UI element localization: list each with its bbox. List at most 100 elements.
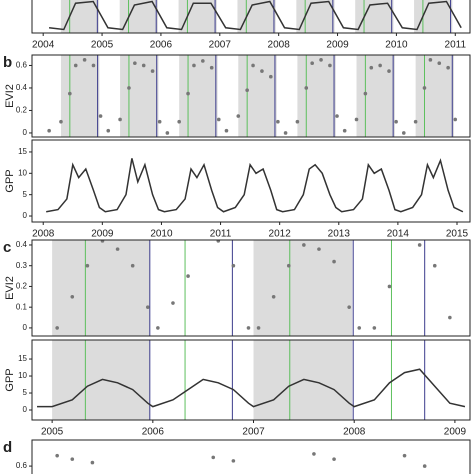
point — [192, 63, 196, 68]
point — [70, 457, 75, 461]
point — [231, 459, 236, 463]
season-shade — [253, 240, 353, 336]
y-tick-label: 5 — [23, 388, 28, 397]
point — [98, 114, 103, 118]
point — [387, 69, 391, 73]
point — [59, 119, 63, 124]
season-shade — [60, 55, 100, 137]
axes-frame — [31, 0, 471, 34]
point — [133, 61, 137, 66]
point — [342, 128, 347, 133]
point — [171, 301, 175, 305]
plot-area — [46, 158, 464, 213]
point — [422, 464, 427, 468]
season-shade — [355, 0, 394, 33]
y-tick-label: 0.3 — [16, 261, 28, 270]
point — [317, 247, 321, 251]
x-tick-label: 2010 — [385, 40, 408, 51]
point — [302, 243, 306, 247]
y-tick-label: 15 — [18, 147, 27, 156]
point — [269, 74, 273, 79]
point — [47, 128, 51, 133]
smoothed-line — [48, 0, 462, 31]
panel-label: b — [3, 54, 12, 71]
point — [216, 240, 221, 243]
point — [150, 69, 155, 73]
point — [304, 86, 309, 90]
season-shade — [120, 55, 159, 137]
y-tick-label: 0.6 — [16, 461, 28, 470]
point — [394, 119, 398, 124]
point — [387, 284, 392, 289]
point — [118, 117, 122, 122]
x-tick-label: 2007 — [209, 40, 232, 51]
season-shade — [356, 55, 395, 137]
y-axis-label: GPP — [4, 368, 16, 391]
point — [328, 63, 332, 68]
point — [201, 235, 205, 239]
point — [186, 274, 190, 278]
point — [428, 58, 433, 62]
point — [295, 119, 300, 124]
y-tick-label: 0.1 — [16, 302, 28, 311]
season-shade — [119, 0, 158, 33]
point — [91, 63, 96, 68]
point — [378, 63, 382, 68]
point — [70, 295, 75, 299]
y-tick-label: 0 — [23, 211, 28, 220]
point — [165, 131, 170, 135]
point — [224, 128, 229, 133]
y-axis-label: GPP — [4, 169, 16, 192]
point — [177, 119, 181, 124]
point — [156, 326, 160, 330]
y-tick-label: 0.2 — [16, 282, 28, 291]
x-tick-label: 2005 — [91, 40, 114, 51]
y-tick-label: 0.2 — [16, 106, 28, 115]
point — [231, 263, 236, 268]
point — [157, 119, 162, 124]
plot-area — [48, 0, 462, 33]
panel-label: c — [3, 239, 11, 256]
x-tick-label: 2009 — [91, 229, 114, 240]
point — [55, 326, 59, 330]
y-tick-label: 0 — [23, 405, 28, 414]
point — [73, 63, 78, 68]
point — [90, 460, 95, 465]
point — [413, 119, 418, 124]
panel-label: d — [3, 439, 12, 456]
point — [271, 295, 276, 299]
point — [260, 69, 264, 73]
season-shade — [178, 0, 217, 33]
plot-area — [37, 340, 466, 420]
axes-frame — [31, 239, 471, 337]
y-tick-label: 10 — [18, 168, 27, 177]
x-tick-label: 2004 — [32, 40, 55, 51]
point — [332, 457, 336, 461]
point — [310, 61, 314, 66]
point — [276, 119, 280, 124]
point — [347, 305, 351, 309]
x-tick-label: 2013 — [328, 229, 351, 240]
x-tick-label: 2011 — [445, 40, 467, 51]
season-shade — [52, 240, 150, 336]
point — [335, 114, 339, 118]
point — [141, 63, 146, 68]
point — [453, 117, 458, 122]
x-tick-label: 2011 — [210, 229, 232, 240]
plot-area — [52, 235, 452, 336]
x-tick-label: 2007 — [242, 427, 265, 438]
point — [354, 117, 359, 122]
point — [85, 263, 90, 268]
point — [115, 247, 120, 251]
point — [372, 326, 377, 330]
x-tick-label: 2009 — [326, 40, 349, 51]
y-tick-label: 0.6 — [16, 61, 28, 70]
point — [211, 455, 216, 460]
season-shade — [297, 55, 336, 137]
y-axis-label: EVI2 — [4, 84, 16, 108]
point — [312, 452, 316, 456]
point — [127, 86, 131, 90]
point — [245, 88, 249, 93]
axes-frame — [31, 439, 471, 474]
